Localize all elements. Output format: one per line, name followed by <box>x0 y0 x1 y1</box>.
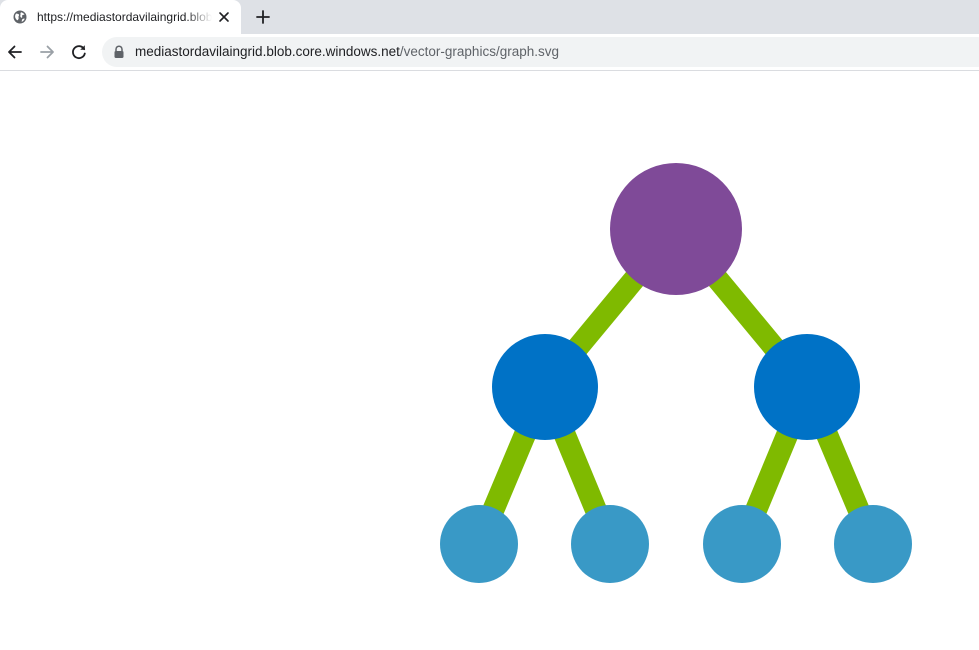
graph-node-leaf-1 <box>440 505 518 583</box>
graph-node-leaf-2 <box>571 505 649 583</box>
address-bar[interactable]: mediastordavilaingrid.blob.core.windows.… <box>102 37 979 67</box>
graph-node-left-child <box>492 334 598 440</box>
reload-icon[interactable] <box>69 42 89 62</box>
globe-icon <box>13 10 27 24</box>
toolbar: mediastordavilaingrid.blob.core.windows.… <box>0 34 979 71</box>
graph-node-root <box>610 163 742 295</box>
url-path: /vector-graphics/graph.svg <box>399 44 559 59</box>
graph-node-leaf-4 <box>834 505 912 583</box>
close-icon[interactable] <box>216 9 232 25</box>
lock-icon[interactable] <box>113 45 125 59</box>
graph-node-leaf-3 <box>703 505 781 583</box>
active-tab[interactable]: https://mediastordavilaingrid.blob.core.… <box>0 0 241 34</box>
arrow-right-icon[interactable] <box>37 42 57 62</box>
graph-svg <box>440 163 912 583</box>
plus-icon[interactable] <box>254 8 272 26</box>
graph-node-right-child <box>754 334 860 440</box>
tab-strip: https://mediastordavilaingrid.blob.core.… <box>0 0 979 34</box>
url-host: mediastordavilaingrid.blob.core.windows.… <box>135 44 400 59</box>
arrow-left-icon[interactable] <box>5 42 25 62</box>
url-text: mediastordavilaingrid.blob.core.windows.… <box>135 44 559 60</box>
page-content <box>0 71 979 650</box>
tab-title: https://mediastordavilaingrid.blob.core.… <box>37 10 212 24</box>
